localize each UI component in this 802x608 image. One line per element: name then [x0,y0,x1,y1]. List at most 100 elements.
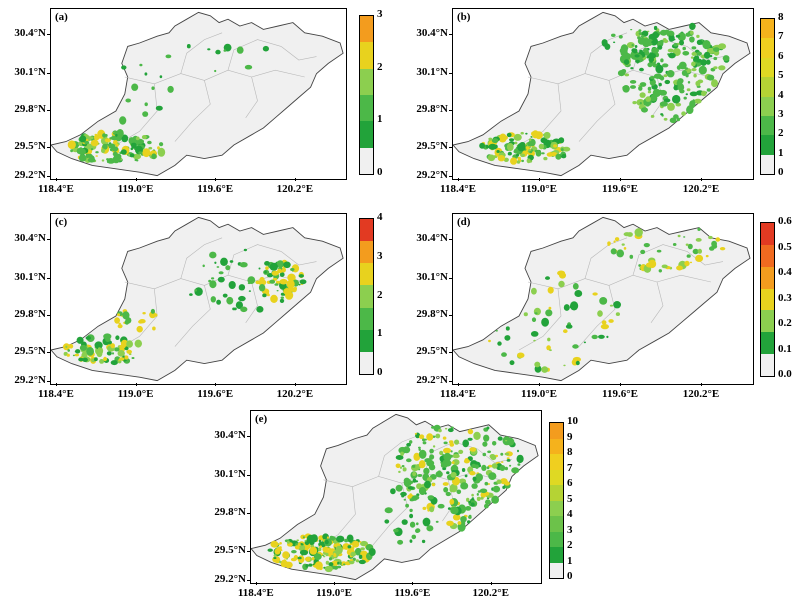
precip-patch [426,433,434,441]
colorbar-segment [761,266,774,289]
precip-patch [423,467,430,475]
precip-patch [312,563,315,566]
precip-patch [142,148,151,158]
lat-tick-label: 29.8°N [14,103,46,115]
panel-label: (d) [457,216,471,228]
precip-patch [442,482,449,486]
precip-patch [491,463,498,469]
precip-patch [264,261,270,266]
precip-patch [211,277,215,280]
precip-patch [442,467,447,471]
precip-patch [534,312,538,315]
colorbar-segment [550,547,563,563]
precip-patch [449,483,458,493]
lat-tick-label: 30.1°N [416,65,448,78]
precip-patch [244,64,253,70]
precip-patch [497,155,506,162]
precip-patch [467,429,474,435]
precip-patch [262,293,267,298]
precip-patch [450,506,459,515]
precip-patch [650,76,655,80]
precip-patch [648,259,657,269]
precip-patch [477,490,482,493]
precip-patch [623,232,631,237]
colorbar-segment [360,351,373,374]
precip-patch [504,335,511,341]
colorbar-segment [761,223,774,245]
precip-patch [690,30,694,35]
colorbar-tick-label: 0 [377,166,383,178]
lon-tick-label: 120.2°E [276,183,314,195]
precip-patch [79,135,87,143]
precip-patch [664,79,671,85]
colorbar-segment [761,288,774,311]
lat-tick [449,110,452,111]
precip-patch [395,455,404,460]
precip-patch [113,139,118,145]
lon-tick-label: 119.6°E [602,388,638,400]
precip-patch [238,284,246,291]
precip-patch [147,140,152,145]
precip-patch [705,59,711,65]
precip-patch [78,357,84,362]
precip-patch [475,473,483,482]
precip-patch [463,459,470,464]
precip-patch [509,138,515,142]
precip-patch [659,101,668,107]
precip-patch [422,441,427,445]
lon-tick [412,582,414,585]
colorbar-tick-label: 4 [377,211,383,223]
precip-patch [713,56,718,61]
precip-patch [349,559,353,561]
precip-patch [486,426,490,430]
precip-patch [446,471,450,475]
precip-patch [496,150,500,153]
precip-patch [506,457,510,460]
colorbar-segment [761,96,774,116]
precip-patch [454,439,460,445]
precip-patch [451,461,455,464]
precip-patch [277,268,282,272]
precip-patch [153,313,158,317]
precip-patch [501,461,504,463]
precip-patch [676,117,681,122]
precip-patch [280,296,284,299]
precip-patch [325,552,329,557]
precip-patch [476,496,481,501]
colorbar-tick-label: 5 [778,69,784,82]
precip-patch [686,254,691,258]
region-map [51,216,344,382]
colorbar-tick-label: 3 [377,8,383,20]
precip-patch [572,344,579,349]
precip-patch [78,154,87,162]
lat-tick-label: 29.2°N [214,573,246,586]
precip-patch [297,555,305,563]
precip-patch [406,458,412,463]
precip-patch [677,234,681,238]
precip-patch [269,279,276,284]
precip-patch [435,520,439,523]
colorbar-tick-label: 2 [377,60,383,73]
precip-patch [662,63,669,68]
colorbar-tick-label: 0.3 [778,291,792,304]
precip-patch [324,539,329,545]
precip-patch [450,471,457,478]
precip-patch [541,152,545,155]
precip-patch [541,366,549,373]
lat-tick-label: 29.2°N [14,374,46,387]
precip-patch [274,283,279,286]
precip-patch [601,320,607,325]
precip-patch [491,495,499,504]
precip-patch [165,54,172,59]
precip-patch [150,308,155,314]
precip-patch [401,519,408,525]
lon-tick-label: 119.0°E [117,183,154,195]
precip-patch [471,483,478,489]
precip-patch [659,75,665,81]
precip-patch [286,279,295,289]
precip-patch [97,347,102,351]
precip-patch [277,543,280,546]
colorbar-segment [761,154,774,174]
precip-patch [452,459,460,466]
precip-patch [617,252,620,254]
